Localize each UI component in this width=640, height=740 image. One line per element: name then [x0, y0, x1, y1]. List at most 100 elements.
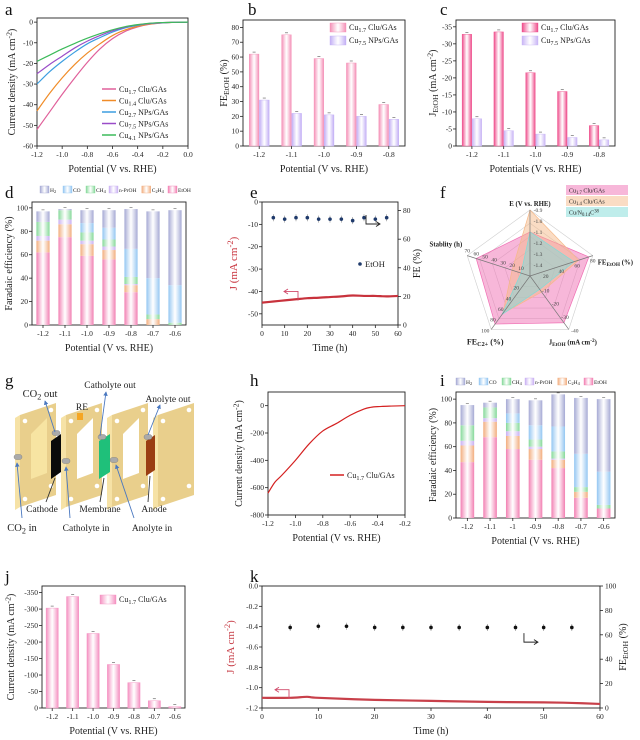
- stack-segment: [124, 209, 138, 249]
- x-tick-label: 10: [315, 712, 323, 721]
- diagram-label-anolyte-out: Anolyte out: [145, 395, 190, 405]
- y-tick-label: 80: [21, 227, 29, 236]
- y2-axis-label: FE (%): [412, 249, 423, 278]
- bar: [346, 62, 357, 147]
- y-tick-label: 20: [232, 112, 240, 121]
- arrow-left-icon: [274, 686, 290, 699]
- radar-axis-label: Stablity (h): [430, 242, 463, 249]
- stack-segment: [596, 504, 611, 509]
- x-tick-label: -0.2: [157, 150, 169, 159]
- plate-window: [123, 418, 139, 479]
- legend-swatch: [524, 377, 535, 386]
- legend-label: C2H4: [568, 380, 581, 386]
- y-tick-label: 40: [232, 82, 240, 91]
- legend-swatch: [557, 377, 567, 386]
- legend-label: H2: [466, 380, 472, 386]
- anolyte-in-arrow: [115, 464, 135, 519]
- radar-tick-label: 40: [559, 269, 565, 275]
- x-axis-label: Time (h): [313, 343, 348, 354]
- y-tick-label: -250: [24, 621, 38, 630]
- legend-label: EtOH: [594, 380, 607, 386]
- legend-label: n-PrOH: [535, 380, 552, 386]
- y2-tick-label: 60: [605, 630, 613, 639]
- arrow-right-icon: [365, 215, 381, 227]
- x-tick-label: 40: [349, 329, 357, 338]
- y2-tick-label: 80: [605, 606, 613, 615]
- y-tick-label: -30: [248, 265, 258, 274]
- bar: [86, 633, 100, 709]
- y-tick-label: -50: [23, 121, 33, 130]
- legend-swatch: [521, 35, 539, 46]
- catholyte-out-arrow: [99, 391, 108, 437]
- x-tick-label: -0.9: [103, 329, 115, 338]
- plot-frame-k: [261, 585, 601, 709]
- x-tick-label: -0.8: [383, 150, 395, 159]
- y-tick-label: 0: [34, 704, 38, 713]
- fe-point: [457, 625, 461, 630]
- y-tick-label: 20: [445, 490, 453, 499]
- x-tick-label: -0.6: [169, 712, 181, 721]
- stack-segment: [528, 425, 543, 440]
- bar: [378, 104, 389, 147]
- diagram-label-catholyte-out: Catholyte out: [84, 381, 136, 391]
- stack-segment: [102, 239, 116, 247]
- bar: [127, 682, 141, 709]
- fe-point: [305, 215, 310, 220]
- y-tick-label: -1.2: [246, 704, 258, 713]
- fe-point: [271, 215, 276, 220]
- stack-segment: [483, 437, 497, 518]
- y2-tick-label: 20: [403, 292, 411, 301]
- diagram-label-membrane: Membrane: [79, 505, 120, 515]
- legend-label: EtOH: [365, 259, 385, 269]
- stack-segment: [58, 210, 72, 220]
- radar-tick-label: -1.3: [534, 252, 543, 258]
- x-tick-label: -1.0: [87, 712, 99, 721]
- x-tick-label: -0.8: [125, 329, 137, 338]
- panel-letter-c: c: [440, 0, 448, 19]
- y-axis-label: Current density (mA cm-2): [5, 29, 19, 136]
- legend-label: CO: [489, 380, 497, 386]
- y-tick-label: -0.4: [246, 622, 258, 631]
- x-tick-label: 10: [281, 329, 289, 338]
- y-tick-label: -1.0: [246, 683, 258, 692]
- x-tick-label: -0.6: [598, 522, 610, 531]
- y-tick-label: 0: [235, 142, 239, 151]
- x-tick-label: -1.0: [289, 519, 301, 528]
- y-tick-label: -400: [250, 456, 264, 465]
- bolt-hole: [140, 407, 146, 413]
- plate-window: [31, 418, 47, 479]
- y-tick-label: -30: [23, 80, 33, 89]
- y-tick-label: -0.2: [246, 602, 258, 611]
- bar: [356, 116, 367, 147]
- x-tick-label: -1.2: [466, 150, 478, 159]
- bolt-hole: [68, 418, 74, 424]
- legend-swatch: [566, 207, 628, 217]
- y-tick-label: -0.6: [246, 643, 258, 652]
- y-tick-label: -100: [24, 671, 38, 680]
- legend-swatch: [566, 185, 628, 195]
- legend-label: n-PrOH: [119, 188, 136, 194]
- legend-label: Cu1.4 Clu/GAs: [569, 200, 605, 207]
- x-axis-label: Potential (V vs. RHE): [292, 533, 380, 544]
- arrow-left-icon: [283, 288, 299, 301]
- x-tick-label: -0.2: [399, 519, 411, 528]
- x-tick-label: 30: [326, 329, 334, 338]
- diagram-label-co2-out: CO2 out: [23, 389, 58, 401]
- stack-segment: [80, 210, 94, 224]
- x-tick-label: -0.4: [372, 519, 384, 528]
- fe-point: [513, 625, 518, 630]
- stack-segment: [36, 221, 50, 236]
- y-axis-label: Current density (mA cm-2): [4, 594, 18, 701]
- radar-axis: [529, 275, 570, 330]
- fe-point: [328, 217, 332, 221]
- x-tick-label: -1.1: [484, 522, 496, 531]
- stack-segment: [146, 319, 160, 325]
- stack-segment: [551, 458, 566, 460]
- current-density-line: [261, 294, 399, 304]
- bolt-hole: [22, 418, 28, 424]
- stack-segment: [551, 394, 566, 427]
- x-tick-label: -1.2: [461, 522, 473, 531]
- legend-label: Cu1.4 Clu/GAs: [119, 97, 167, 108]
- y2-tick-label: 80: [403, 206, 411, 215]
- radar-tick-label: -1.4: [534, 263, 543, 269]
